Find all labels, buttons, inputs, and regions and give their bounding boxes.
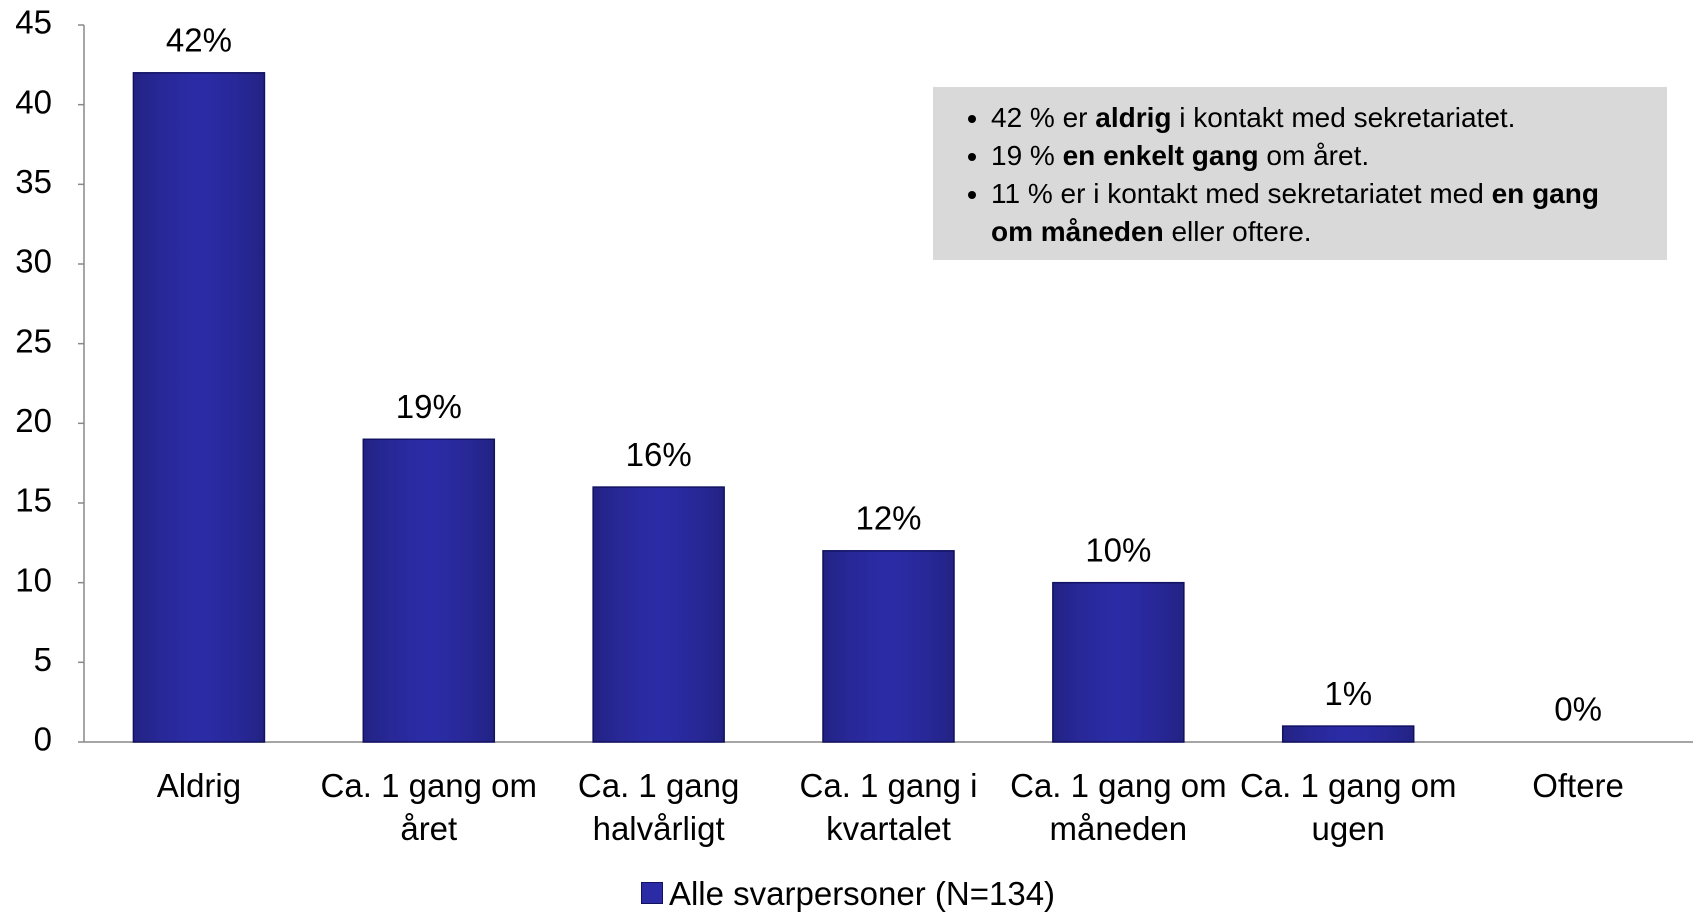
y-tick-label: 5 xyxy=(34,641,52,678)
data-label: 19% xyxy=(396,388,462,425)
y-tick-label: 20 xyxy=(15,402,52,439)
data-label: 16% xyxy=(626,436,692,473)
y-tick-label: 10 xyxy=(15,561,52,598)
legend-swatch xyxy=(640,882,663,904)
legend: Alle svarpersoner (N=134) xyxy=(0,875,1696,913)
y-tick-label: 35 xyxy=(15,163,52,200)
annotation-text: eller oftere. xyxy=(1163,216,1312,247)
bar xyxy=(592,486,725,743)
y-tick-label: 25 xyxy=(15,322,52,359)
bar xyxy=(132,72,266,743)
annotation-text: 19 % xyxy=(991,140,1063,171)
annotation-text: om året. xyxy=(1258,140,1370,171)
bar xyxy=(1052,581,1185,743)
annotation-item: 19 % en enkelt gang om året. xyxy=(991,137,1647,175)
annotation-text: aldrig xyxy=(1095,102,1172,133)
x-tick-label: Ca. 1 gang om måneden xyxy=(1010,767,1227,847)
annotation-text: 42 % er xyxy=(991,102,1096,133)
data-label: 10% xyxy=(1085,531,1151,568)
data-label: 42% xyxy=(166,22,232,59)
x-tick-label: Aldrig xyxy=(156,767,242,804)
annotation-box: 42 % er aldrig i kontakt med sekretariat… xyxy=(933,87,1667,260)
data-label: 0% xyxy=(1554,691,1602,728)
x-tick-label: Ca. 1 gang halvårligt xyxy=(577,767,740,847)
legend-label: Alle svarpersoner (N=134) xyxy=(668,875,1056,912)
y-tick-label: 45 xyxy=(15,4,52,41)
annotation-text: i kontakt med sekretariatet. xyxy=(1171,102,1516,133)
data-label: 12% xyxy=(855,500,921,537)
x-tick-label: Ca. 1 gang om ugen xyxy=(1239,767,1457,847)
annotation-item: 42 % er aldrig i kontakt med sekretariat… xyxy=(991,99,1647,137)
annotation-text: en enkelt gang xyxy=(1062,140,1259,171)
bar xyxy=(822,550,955,743)
x-tick-label: Ca. 1 gang om året xyxy=(320,767,538,847)
y-tick-label: 40 xyxy=(15,83,52,120)
y-tick-label: 30 xyxy=(15,243,52,280)
y-tick-label: 15 xyxy=(15,482,52,519)
data-label: 1% xyxy=(1324,675,1372,712)
y-tick-label: 0 xyxy=(34,721,52,758)
bar xyxy=(1281,725,1415,743)
x-tick-label: Ca. 1 gang i kvartalet xyxy=(799,767,978,847)
bar xyxy=(362,438,496,743)
annotation-text: 11 % er i kontakt med sekretariatet med xyxy=(991,178,1492,209)
annotation-text: en gang om måneden xyxy=(991,178,1607,247)
x-tick-label: Oftere xyxy=(1532,767,1624,804)
annotation-item: 11 % er i kontakt med sekretariatet med … xyxy=(991,175,1647,251)
